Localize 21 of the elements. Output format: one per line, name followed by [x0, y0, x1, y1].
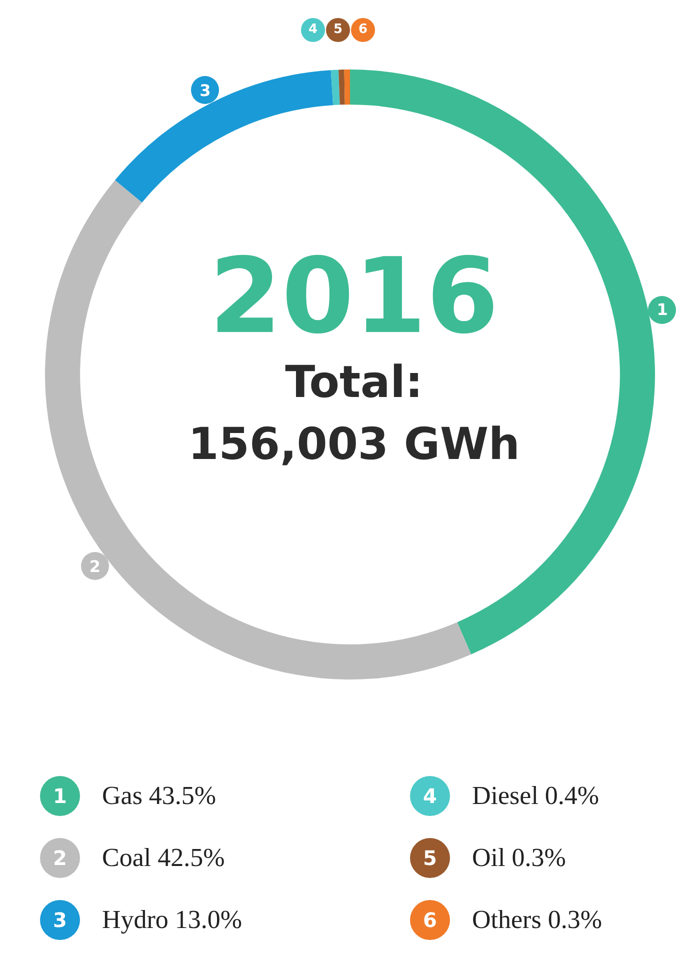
text: 2016 — [208, 235, 500, 357]
legend-label: Coal 42.5% — [102, 843, 225, 873]
number-badge: 5 — [410, 838, 450, 878]
legend-label: Gas 43.5% — [102, 781, 216, 811]
number-badge: 6 — [410, 900, 450, 940]
number-badge: 3 — [40, 900, 80, 940]
number-badge: 3 — [191, 76, 220, 104]
legend-label: Hydro 13.0% — [102, 905, 242, 935]
number-badge: 4 — [301, 18, 325, 42]
number-badge: 4 — [410, 776, 450, 816]
legend-label: Oil 0.3% — [472, 843, 566, 873]
number-badge: 2 — [80, 552, 109, 580]
legend-label: Others 0.3% — [472, 905, 602, 935]
number-badge: 6 — [351, 18, 375, 42]
number-badge: 1 — [648, 296, 676, 324]
number-badge: 5 — [326, 18, 350, 42]
legend-label: Diesel 0.4% — [472, 781, 600, 811]
text: Total: — [284, 356, 424, 410]
number-badge: 2 — [40, 838, 80, 878]
text: 156,003 GWh — [187, 418, 521, 472]
number-badge: 1 — [40, 776, 80, 816]
